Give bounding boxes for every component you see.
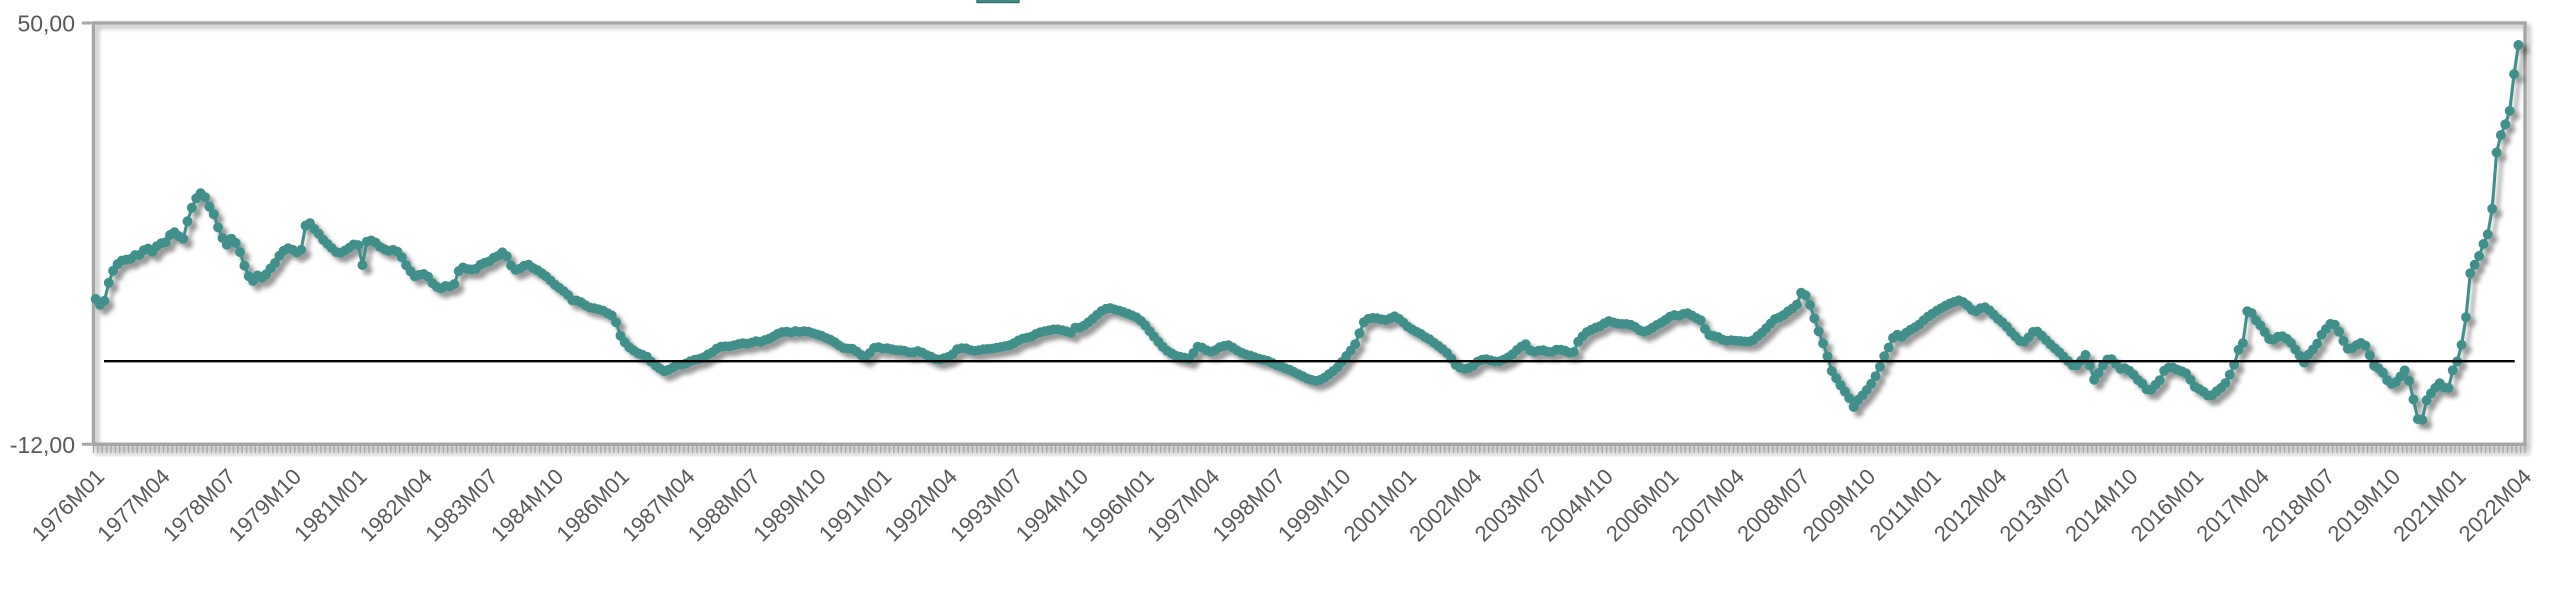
svg-text:-12,00: -12,00 (10, 432, 75, 458)
svg-text:50,00: 50,00 (17, 11, 75, 37)
